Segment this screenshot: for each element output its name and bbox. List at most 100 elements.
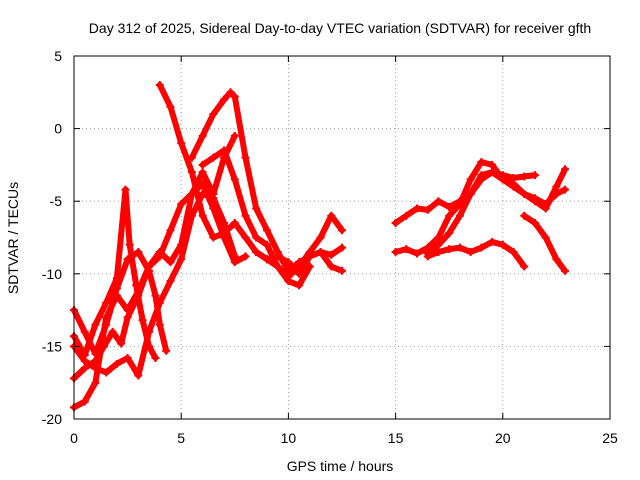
data-point — [520, 262, 529, 271]
data-point — [327, 250, 336, 259]
data-point — [112, 274, 121, 283]
data-point — [477, 171, 486, 180]
data-point — [445, 245, 454, 254]
data-point — [552, 255, 561, 264]
data-point — [145, 327, 154, 336]
data-point — [230, 131, 239, 140]
data-point — [241, 252, 250, 261]
data-point — [262, 226, 271, 235]
data-point — [509, 248, 518, 257]
series-arc-9 — [252, 243, 346, 278]
data-point — [552, 182, 561, 191]
data-point — [413, 249, 422, 258]
data-point — [413, 204, 422, 213]
data-point — [155, 320, 164, 329]
series-line — [521, 212, 568, 274]
data-point — [220, 95, 229, 104]
data-point — [112, 359, 121, 368]
data-point — [284, 258, 293, 267]
data-point — [166, 277, 175, 286]
data-point — [520, 189, 529, 198]
data-point — [252, 233, 261, 242]
data-point — [391, 218, 400, 227]
data-point — [177, 200, 186, 209]
data-point — [125, 240, 134, 249]
data-point — [316, 248, 325, 257]
data-point — [530, 171, 539, 180]
data-point — [230, 218, 239, 227]
data-point — [100, 342, 109, 351]
data-point — [295, 281, 304, 290]
data-point — [145, 262, 154, 271]
data-point — [445, 229, 454, 238]
data-point — [187, 153, 196, 162]
data-point — [305, 252, 314, 261]
y-tick-label: -5 — [50, 193, 63, 209]
data-point — [220, 146, 229, 155]
data-point — [80, 397, 89, 406]
series-arc-14 — [520, 211, 569, 275]
data-point — [166, 226, 175, 235]
data-point — [134, 248, 143, 257]
data-point — [209, 110, 218, 119]
data-point — [187, 168, 196, 177]
data-point — [198, 211, 207, 220]
x-tick-label: 20 — [495, 430, 511, 446]
data-point — [520, 172, 529, 181]
data-point — [477, 157, 486, 166]
data-point — [102, 298, 111, 307]
data-point — [295, 269, 304, 278]
chart-title: Day 312 of 2025, Sidereal Day-to-day VTE… — [89, 20, 591, 36]
data-point — [80, 327, 89, 336]
data-point — [123, 313, 132, 322]
data-point — [509, 179, 518, 188]
data-point — [134, 291, 143, 300]
data-point — [155, 81, 164, 90]
data-point — [166, 102, 175, 111]
series-arc-5 — [70, 189, 239, 380]
data-point — [402, 211, 411, 220]
data-point — [241, 211, 250, 220]
data-point — [423, 252, 432, 261]
data-point — [138, 316, 147, 325]
data-point — [530, 218, 539, 227]
data-point — [220, 218, 229, 227]
data-point — [166, 258, 175, 267]
x-tick-label: 15 — [388, 430, 404, 446]
y-tick-label: 0 — [54, 121, 62, 137]
data-point — [209, 233, 218, 242]
data-point — [198, 160, 207, 169]
y-tick-label: 5 — [54, 48, 62, 64]
data-point — [455, 211, 464, 220]
data-point — [391, 248, 400, 257]
data-point — [445, 203, 454, 212]
series-layer — [70, 81, 569, 412]
data-point — [187, 211, 196, 220]
data-point — [445, 211, 454, 220]
data-point — [252, 248, 261, 257]
data-point — [123, 354, 132, 363]
data-point — [151, 354, 160, 363]
data-point — [108, 327, 117, 336]
data-point — [121, 185, 130, 194]
data-point — [226, 88, 235, 97]
series-line — [424, 238, 528, 270]
data-point — [262, 240, 271, 249]
data-point — [198, 168, 207, 177]
grid — [74, 56, 610, 419]
y-axis-title: SDTVAR / TECUs — [5, 182, 21, 294]
data-point — [241, 233, 250, 242]
data-point — [241, 153, 250, 162]
data-point — [338, 266, 346, 275]
data-point — [327, 262, 336, 271]
data-point — [498, 175, 507, 184]
data-point — [466, 189, 475, 198]
data-point — [488, 168, 497, 177]
data-point — [541, 233, 550, 242]
x-axis-ticks: 0 5 10 15 20 25 — [70, 56, 618, 446]
y-tick-label: -20 — [42, 411, 62, 427]
data-point — [155, 298, 164, 307]
data-point — [91, 378, 100, 387]
data-point — [305, 262, 314, 271]
